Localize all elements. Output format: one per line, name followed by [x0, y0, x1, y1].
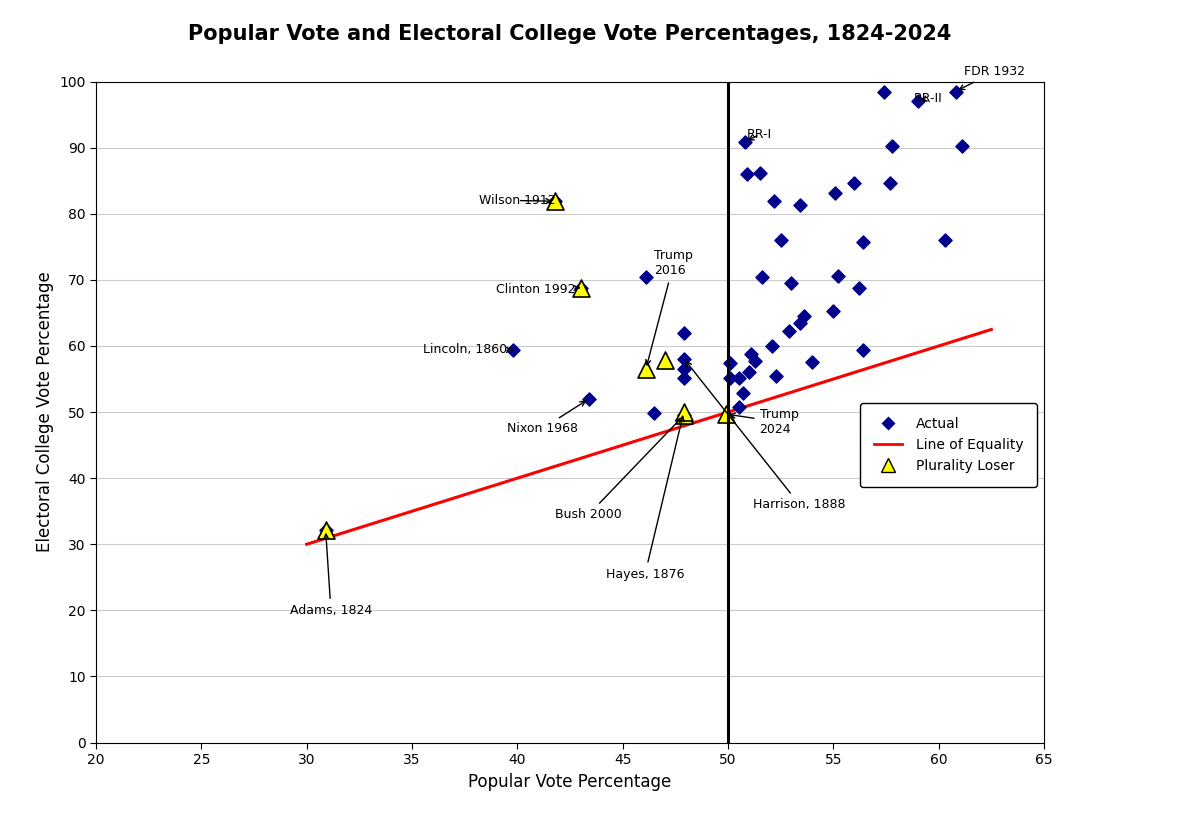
Point	[750, 166, 769, 180]
Text: Adams, 1824: Adams, 1824	[290, 534, 372, 617]
Text: Wilson 1912: Wilson 1912	[480, 194, 556, 207]
Y-axis label: Electoral College Vote Percentage: Electoral College Vote Percentage	[36, 272, 54, 552]
Point	[826, 186, 845, 199]
Point	[546, 195, 565, 208]
Point	[742, 348, 761, 361]
Point	[674, 352, 694, 365]
Point	[636, 270, 655, 283]
Text: FDR 1932: FDR 1932	[959, 65, 1025, 90]
Point	[316, 523, 335, 536]
Point	[504, 344, 523, 357]
Point	[764, 195, 784, 208]
Point	[674, 409, 694, 422]
Point	[728, 401, 748, 414]
Point	[946, 85, 965, 98]
Point	[316, 523, 335, 536]
Text: Clinton 1992: Clinton 1992	[497, 283, 580, 296]
Point	[881, 177, 900, 190]
Point	[781, 276, 800, 289]
Point	[571, 282, 590, 295]
Text: Trump
2024: Trump 2024	[730, 408, 798, 436]
Point	[571, 282, 590, 295]
Point	[875, 85, 894, 98]
Point	[883, 140, 902, 153]
Text: Lincoln, 1860: Lincoln, 1860	[422, 343, 512, 356]
Point	[790, 317, 809, 330]
Point	[674, 406, 694, 419]
Point	[828, 269, 847, 282]
Text: Hayes, 1876: Hayes, 1876	[606, 416, 684, 580]
Point	[823, 304, 842, 317]
Point	[853, 344, 872, 357]
Point	[763, 339, 782, 353]
Legend: Actual, Line of Equality, Plurality Loser: Actual, Line of Equality, Plurality Lose…	[860, 403, 1037, 487]
Point	[720, 372, 739, 385]
Point	[772, 233, 791, 246]
X-axis label: Popular Vote Percentage: Popular Vote Percentage	[468, 773, 672, 791]
Point	[790, 198, 809, 211]
Text: Nixon 1968: Nixon 1968	[506, 401, 586, 435]
Point	[794, 309, 814, 322]
Point	[674, 362, 694, 375]
Point	[716, 407, 736, 420]
Point	[908, 95, 928, 108]
Point	[737, 167, 756, 180]
Point	[850, 282, 869, 295]
Point	[636, 362, 655, 375]
Point	[739, 366, 758, 379]
Point	[803, 355, 822, 368]
Text: Bush 2000: Bush 2000	[556, 419, 680, 521]
Text: RR-I: RR-I	[746, 128, 772, 141]
Point	[674, 371, 694, 384]
Point	[728, 372, 748, 385]
Point	[780, 325, 799, 338]
Point	[580, 392, 599, 406]
Point	[674, 326, 694, 339]
Text: RR-II: RR-II	[913, 91, 942, 104]
Point	[720, 357, 739, 370]
Point	[674, 409, 694, 422]
Point	[736, 135, 755, 149]
Point	[953, 140, 972, 153]
Text: Trump
2016: Trump 2016	[646, 250, 694, 365]
Text: Harrison, 1888: Harrison, 1888	[686, 362, 846, 511]
Point	[644, 406, 664, 419]
Point	[845, 177, 864, 190]
Title: Popular Vote and Electoral College Vote Percentages, 1824-2024: Popular Vote and Electoral College Vote …	[188, 24, 952, 44]
Point	[546, 195, 565, 208]
Point	[745, 355, 764, 368]
Point	[935, 233, 954, 246]
Point	[752, 271, 772, 284]
Point	[767, 370, 786, 383]
Point	[733, 387, 752, 400]
Point	[655, 353, 674, 366]
Point	[853, 236, 872, 249]
